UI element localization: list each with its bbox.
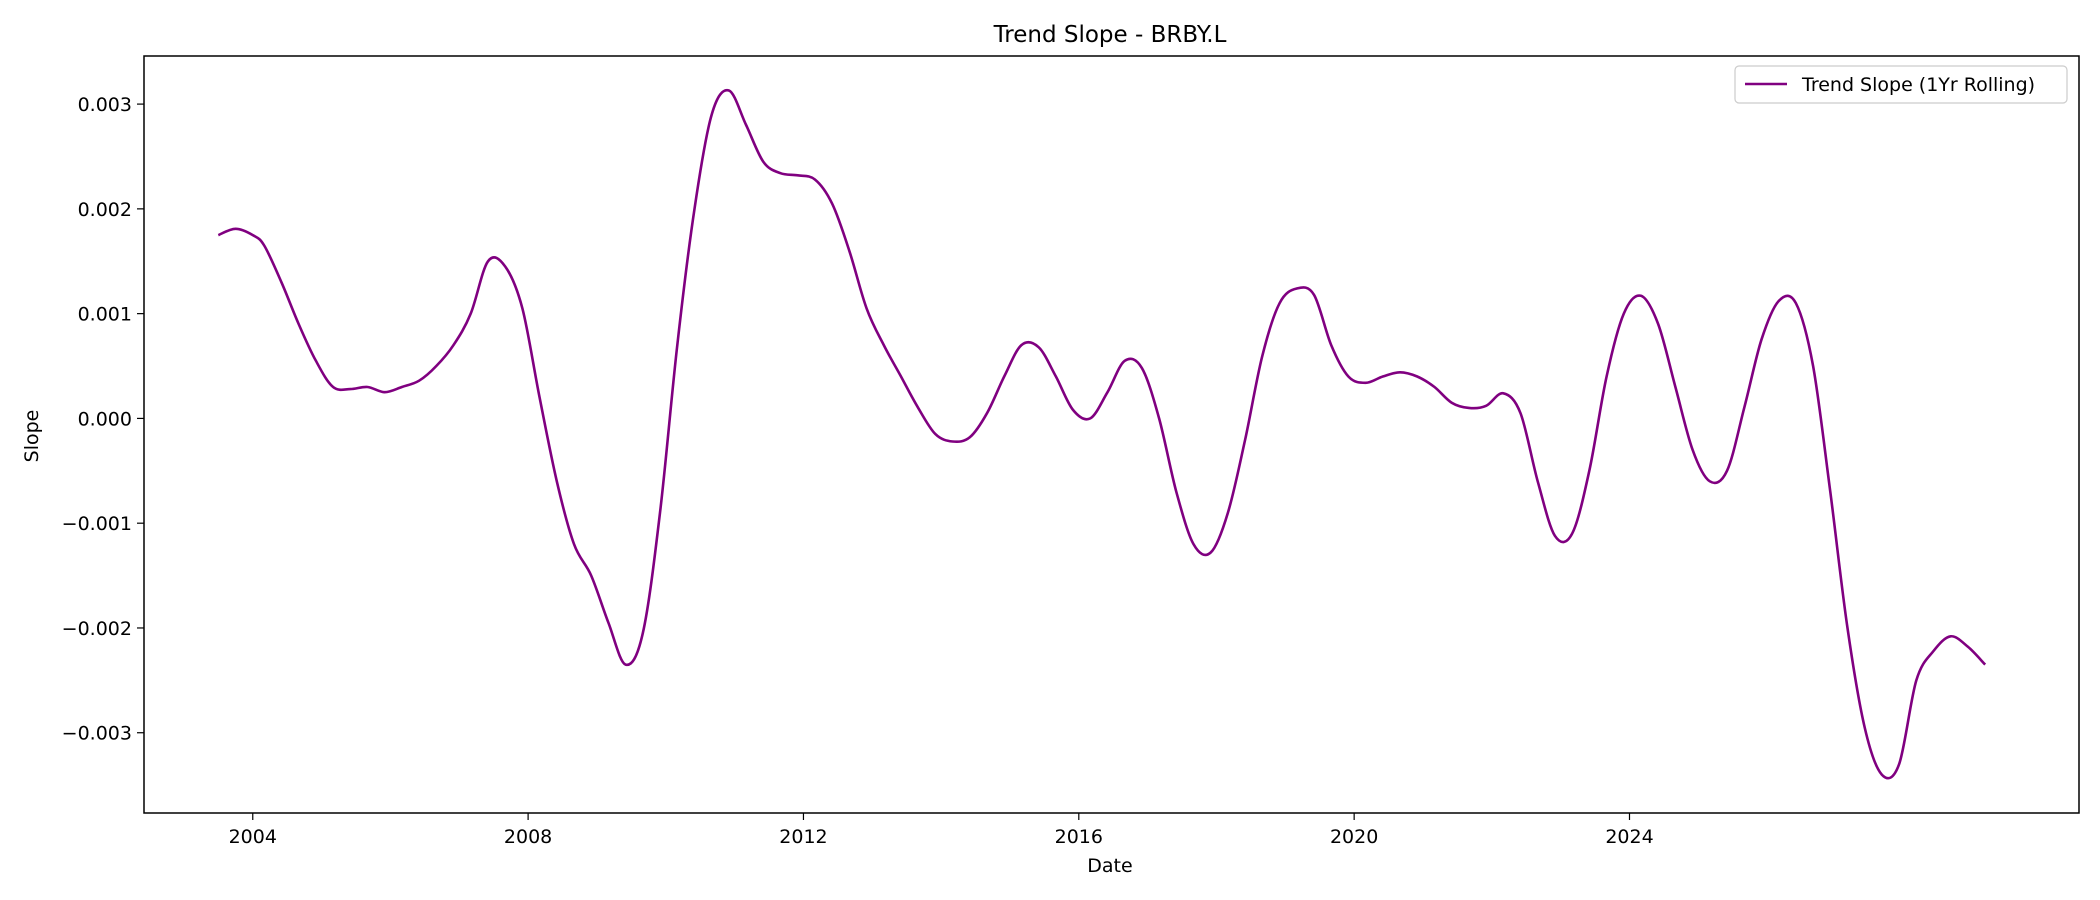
legend: Trend Slope (1Yr Rolling)	[1734, 65, 2068, 104]
plot-area	[143, 55, 2080, 814]
y-axis-label: Slope	[21, 410, 43, 463]
x-tick-label: 2024	[1605, 826, 1653, 848]
y-tick-label: 0.002	[78, 199, 132, 221]
chart-title: Trend Slope - BRBY.L	[993, 22, 1227, 48]
legend-label: Trend Slope (1Yr Rolling)	[1801, 74, 2035, 96]
x-tick-label: 2016	[1055, 826, 1103, 848]
y-tick-label: 0.000	[78, 408, 132, 430]
x-tick-label: 2020	[1330, 826, 1378, 848]
y-tick-label: −0.002	[62, 618, 132, 640]
x-tick-label: 2004	[229, 826, 277, 848]
y-tick-label: −0.003	[62, 723, 132, 745]
x-axis: 2004 2008 2012 2016 2020 2024	[229, 813, 1654, 848]
y-tick-label: −0.001	[62, 513, 132, 535]
y-tick-label: 0.003	[78, 94, 132, 116]
x-tick-label: 2008	[504, 826, 552, 848]
legend-box	[1734, 65, 2068, 104]
y-axis: 0.003 0.002 0.001 0.000 −0.001 −0.002 −0.003	[62, 94, 144, 745]
x-axis-label: Date	[1087, 855, 1132, 877]
x-tick-label: 2012	[779, 826, 827, 848]
plot-frame	[143, 55, 2080, 814]
series-line-trend-slope	[217, 88, 1987, 780]
y-tick-label: 0.001	[78, 304, 132, 326]
